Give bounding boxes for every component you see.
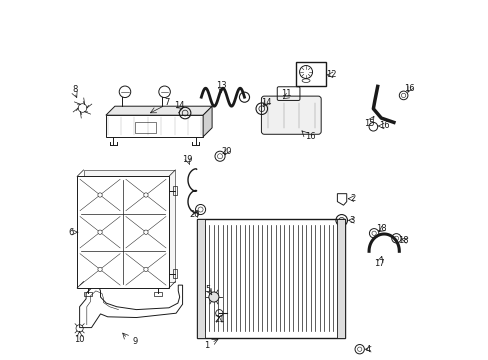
- Bar: [337, 219, 345, 338]
- Text: 18: 18: [398, 236, 408, 245]
- Bar: [106, 115, 203, 137]
- Bar: [134, 122, 156, 133]
- Bar: [83, 292, 92, 296]
- Circle shape: [143, 230, 148, 234]
- Text: 16: 16: [304, 132, 315, 141]
- Text: 15: 15: [364, 119, 374, 128]
- Text: 18: 18: [375, 224, 386, 233]
- Bar: [197, 219, 345, 338]
- Text: 16: 16: [379, 121, 389, 130]
- Circle shape: [98, 193, 102, 197]
- Text: 8: 8: [72, 85, 77, 94]
- Text: 20: 20: [221, 148, 231, 157]
- Text: 5: 5: [205, 285, 211, 294]
- Polygon shape: [106, 106, 212, 115]
- Text: 13: 13: [215, 81, 226, 90]
- Text: 7: 7: [164, 98, 169, 107]
- Circle shape: [143, 193, 148, 197]
- Text: 20: 20: [189, 210, 200, 219]
- Text: 17: 17: [373, 259, 384, 268]
- Bar: [153, 292, 162, 296]
- Text: 1: 1: [203, 341, 209, 350]
- Polygon shape: [203, 106, 212, 137]
- Text: 6: 6: [68, 228, 74, 237]
- Text: 9: 9: [132, 337, 137, 346]
- Text: 10: 10: [74, 335, 85, 343]
- Text: 3: 3: [348, 216, 354, 225]
- Text: 14: 14: [173, 102, 184, 111]
- Circle shape: [143, 267, 148, 271]
- Circle shape: [98, 230, 102, 234]
- Text: 4: 4: [365, 345, 370, 354]
- Circle shape: [98, 267, 102, 271]
- Text: 19: 19: [181, 155, 192, 163]
- Bar: [172, 269, 177, 278]
- Text: 21: 21: [214, 315, 224, 324]
- Text: 11: 11: [281, 89, 291, 98]
- Bar: [197, 219, 204, 338]
- FancyBboxPatch shape: [261, 96, 321, 134]
- Bar: [172, 186, 177, 195]
- Bar: [77, 176, 168, 288]
- Text: 16: 16: [403, 84, 414, 93]
- Text: 14: 14: [260, 98, 271, 107]
- Circle shape: [208, 292, 219, 302]
- Text: 12: 12: [325, 71, 336, 80]
- Text: 2: 2: [350, 194, 355, 203]
- Bar: [295, 62, 325, 86]
- Bar: [83, 170, 175, 282]
